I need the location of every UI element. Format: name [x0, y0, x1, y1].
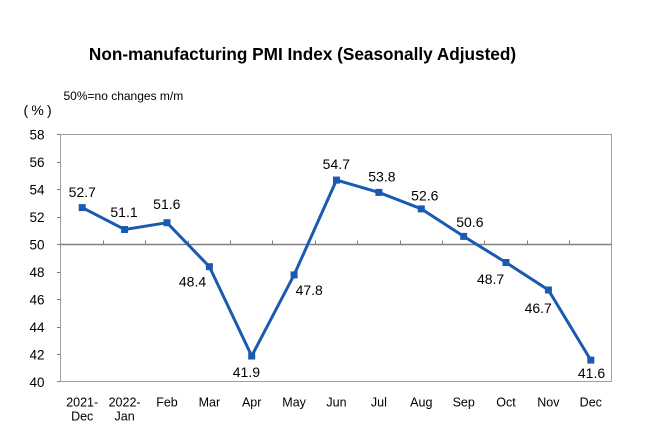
svg-text:52: 52: [29, 210, 44, 225]
svg-text:47.8: 47.8: [296, 282, 323, 298]
svg-text:44: 44: [29, 320, 45, 335]
svg-text:48.7: 48.7: [477, 271, 504, 287]
svg-text:Jun: Jun: [326, 396, 346, 410]
svg-text:58: 58: [29, 128, 44, 143]
svg-text:50: 50: [29, 238, 44, 253]
svg-text:54.7: 54.7: [323, 156, 350, 172]
svg-text:40: 40: [29, 375, 44, 390]
svg-text:2022-: 2022-: [109, 396, 141, 410]
svg-text:41.9: 41.9: [233, 364, 260, 380]
svg-text:Dec: Dec: [71, 410, 93, 424]
svg-text:Mar: Mar: [199, 396, 221, 410]
svg-text:52.7: 52.7: [69, 184, 96, 200]
svg-text:46.7: 46.7: [525, 300, 552, 316]
svg-text:Nov: Nov: [537, 396, 560, 410]
svg-text:50.6: 50.6: [456, 214, 483, 230]
svg-text:53.8: 53.8: [368, 168, 395, 184]
svg-text:Aug: Aug: [410, 396, 432, 410]
svg-text:54: 54: [29, 183, 45, 198]
svg-text:52.6: 52.6: [411, 188, 438, 204]
svg-text:Oct: Oct: [496, 396, 516, 410]
svg-text:Jan: Jan: [115, 410, 135, 424]
svg-text:46: 46: [29, 292, 44, 307]
svg-text:48: 48: [29, 265, 44, 280]
svg-text:56: 56: [29, 155, 44, 170]
svg-text:(%): (%): [24, 102, 55, 118]
svg-text:50%=no changes m/m: 50%=no changes m/m: [64, 89, 184, 103]
svg-text:51.6: 51.6: [153, 196, 180, 212]
svg-text:42: 42: [29, 347, 44, 362]
svg-text:2021-: 2021-: [66, 396, 98, 410]
svg-text:41.6: 41.6: [578, 365, 605, 381]
svg-text:May: May: [282, 396, 306, 410]
svg-text:Dec: Dec: [580, 396, 602, 410]
svg-text:Non-manufacturing PMI Index (S: Non-manufacturing PMI Index (Seasonally …: [89, 44, 516, 64]
svg-text:48.4: 48.4: [179, 274, 206, 290]
svg-text:Sep: Sep: [453, 396, 475, 410]
svg-text:Jul: Jul: [371, 396, 387, 410]
svg-text:Feb: Feb: [156, 396, 178, 410]
svg-text:51.1: 51.1: [110, 204, 137, 220]
svg-text:Apr: Apr: [242, 396, 261, 410]
